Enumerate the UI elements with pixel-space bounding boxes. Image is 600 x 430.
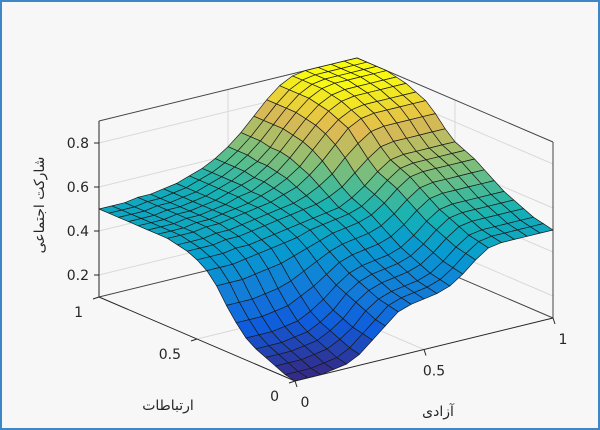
x-tick-mark <box>552 317 556 325</box>
x-tick-mark <box>294 380 298 388</box>
y-tick-label: 0 <box>270 389 279 405</box>
y-axis-label: ارتباطات <box>142 398 194 414</box>
x-axis-label: آزادی <box>422 403 455 420</box>
tick-labels: 0 0.5 1 0 0.5 1 0.2 0.4 0.6 0.8 <box>67 136 568 411</box>
z-tick-label: 0.8 <box>67 136 89 152</box>
z-axis-label: شارکت اجتماعی <box>32 157 48 254</box>
surface-mesh <box>98 57 554 382</box>
x-tick-label: 1 <box>559 332 568 348</box>
y-tick-label: 0.5 <box>159 347 181 363</box>
box-edge <box>356 57 554 143</box>
z-tick-label: 0.4 <box>67 224 89 240</box>
x-tick-mark <box>423 349 427 356</box>
y-tick-mark <box>190 338 198 342</box>
z-tick-label: 0.6 <box>67 180 89 196</box>
x-tick-label: 0.5 <box>423 364 445 380</box>
y-tick-label: 1 <box>74 305 83 321</box>
y-tick-mark <box>92 296 100 300</box>
y-tick-mark <box>288 380 296 384</box>
z-tick-label: 0.2 <box>67 268 89 284</box>
x-tick-label: 0 <box>301 395 310 411</box>
